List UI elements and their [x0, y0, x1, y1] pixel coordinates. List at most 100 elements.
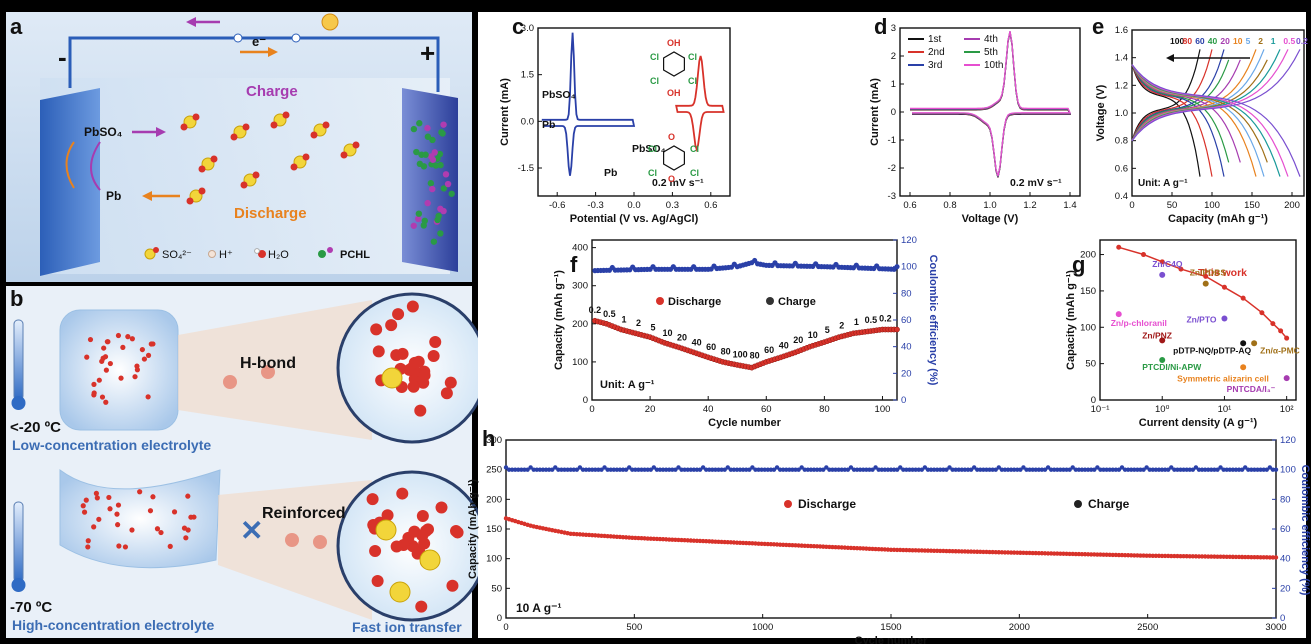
water-molecule: [105, 339, 110, 344]
y2-tick-label: 80: [1280, 494, 1291, 505]
x-tick-label: 40: [703, 404, 714, 415]
rate-label-f: 0.2: [589, 305, 602, 315]
x-tick-label: 1000: [752, 622, 773, 633]
this-work-point: [1116, 245, 1121, 250]
water-molecule: [85, 544, 90, 549]
pchl-atom: [425, 134, 431, 140]
pbso4-label: PbSO₄: [84, 125, 123, 139]
legend-discharge-f: Discharge: [668, 296, 721, 308]
x-tick-label: 0.3: [666, 200, 679, 211]
pchl-atom: [411, 126, 417, 132]
minus-terminal: -: [58, 42, 67, 72]
ref-point: [1221, 316, 1227, 322]
x-tick-label: 0.8: [943, 200, 956, 211]
y-tick-label: 150: [486, 524, 502, 535]
legend-label-d: 5th: [984, 47, 998, 58]
y-tick-label: 100: [1080, 322, 1096, 333]
water-oxygen: [415, 601, 427, 613]
water-oxygen: [419, 369, 431, 381]
water-oxygen: [408, 381, 420, 393]
water-molecule: [150, 494, 155, 499]
water-molecule: [172, 509, 177, 514]
hbond-label: H-bond: [240, 355, 296, 372]
pchl-atom: [437, 230, 443, 236]
oxygen-atom: [303, 154, 310, 161]
y-tick-label: 1.0: [1115, 108, 1128, 119]
pchl-atom: [411, 223, 417, 229]
panel-a: a - + e⁻ Charge Discharge PbSO₄ Pb SO₄²⁻…: [6, 12, 472, 282]
legend-label-d: 10th: [984, 60, 1003, 71]
x-tick-label: 20: [645, 404, 656, 415]
rate-label-e: 60: [1195, 36, 1205, 46]
pchl-atom: [422, 152, 428, 158]
y2-tick-label: 40: [1280, 554, 1291, 565]
this-work-point: [1222, 285, 1227, 290]
water-oxygen: [445, 377, 457, 389]
ref-label: Zn/α-PMC: [1260, 345, 1300, 355]
water-molecule: [137, 489, 142, 494]
oxygen-atom: [353, 142, 360, 149]
y-tick-label: 0: [891, 107, 896, 118]
y-tick-label: -1.5: [518, 163, 534, 174]
rate-label-e: 2: [1258, 36, 1263, 46]
legend-label-d: 3rd: [928, 60, 942, 71]
cathode: [402, 88, 458, 272]
pchl-atom: [413, 149, 419, 155]
x-tick-label: -0.6: [549, 200, 565, 211]
y-tick-label: 3.0: [521, 23, 534, 34]
rate-label-f: 40: [692, 337, 702, 347]
sulfate-ion: [376, 520, 396, 540]
water-oxygen: [391, 541, 403, 553]
panel-h-axes-xlabel: Cycle number: [855, 635, 928, 644]
y-tick-label: 300: [486, 435, 502, 446]
x-tick-label: 10²: [1280, 404, 1294, 415]
water-oxygen: [428, 350, 440, 362]
rate-label-f: 60: [706, 342, 716, 352]
pchl-atom: [433, 162, 439, 168]
y-tick-label: 200: [486, 494, 502, 505]
oxygen-atom: [253, 172, 260, 179]
y-tick-label: 1.4: [1115, 53, 1128, 64]
legend-pchl: PCHL: [340, 249, 370, 261]
pchl-atom: [421, 222, 427, 228]
atom-label: Cl: [648, 168, 657, 178]
this-work-point: [1241, 296, 1246, 301]
water-molecule: [183, 535, 188, 540]
temp-low: <-20 ºC: [10, 419, 61, 436]
panel-e-axes-ylabel: Voltage (V): [1095, 84, 1107, 141]
rate-label-e: 80: [1183, 36, 1193, 46]
x-tick-label: 1500: [880, 622, 901, 633]
electron-label: e⁻: [252, 34, 266, 49]
y-tick-label: 1: [891, 79, 896, 90]
y-tick-label: 0: [583, 395, 588, 406]
y2-tick-label: 60: [901, 315, 912, 326]
rate-label-f: 2: [636, 318, 641, 328]
pchl-atom: [437, 206, 443, 212]
panel-e-axes-xlabel: Capacity (mAh g⁻¹): [1168, 213, 1268, 225]
legend-label-d: 2nd: [928, 47, 945, 58]
x-tick-label: 10¹: [1218, 404, 1232, 415]
y-tick-label: 1.6: [1115, 25, 1128, 36]
rate-label-f: 0.5: [865, 315, 878, 325]
sulfate-ion: [420, 550, 440, 570]
cross-mark: ✕: [240, 515, 263, 546]
ref-label: PNTCDA/I₃⁻: [1227, 384, 1276, 394]
water-molecule: [146, 394, 151, 399]
water-molecule: [129, 527, 134, 532]
water-oxygen: [373, 345, 385, 357]
legend-h2o: H₂O: [268, 249, 289, 261]
oxygen-atom: [231, 134, 238, 141]
water-molecule: [97, 378, 102, 383]
atom-label: O: [668, 174, 675, 184]
x-tick-label: 0.6: [903, 200, 916, 211]
water-molecule: [81, 503, 86, 508]
atom-label: Cl: [688, 76, 697, 86]
panel-h-y2label: Coulombic efficiency (%): [1299, 465, 1311, 596]
water-molecule: [82, 510, 87, 515]
water-molecule: [120, 345, 125, 350]
rate-label-e: 1: [1271, 36, 1276, 46]
y2-tick-label: 100: [1280, 465, 1296, 476]
panel-f-y2label: Coulombic efficiency (%): [927, 255, 939, 386]
ref-label: PTCDI/Ni-APW: [1142, 362, 1202, 372]
x-tick-label: 2500: [1137, 622, 1158, 633]
